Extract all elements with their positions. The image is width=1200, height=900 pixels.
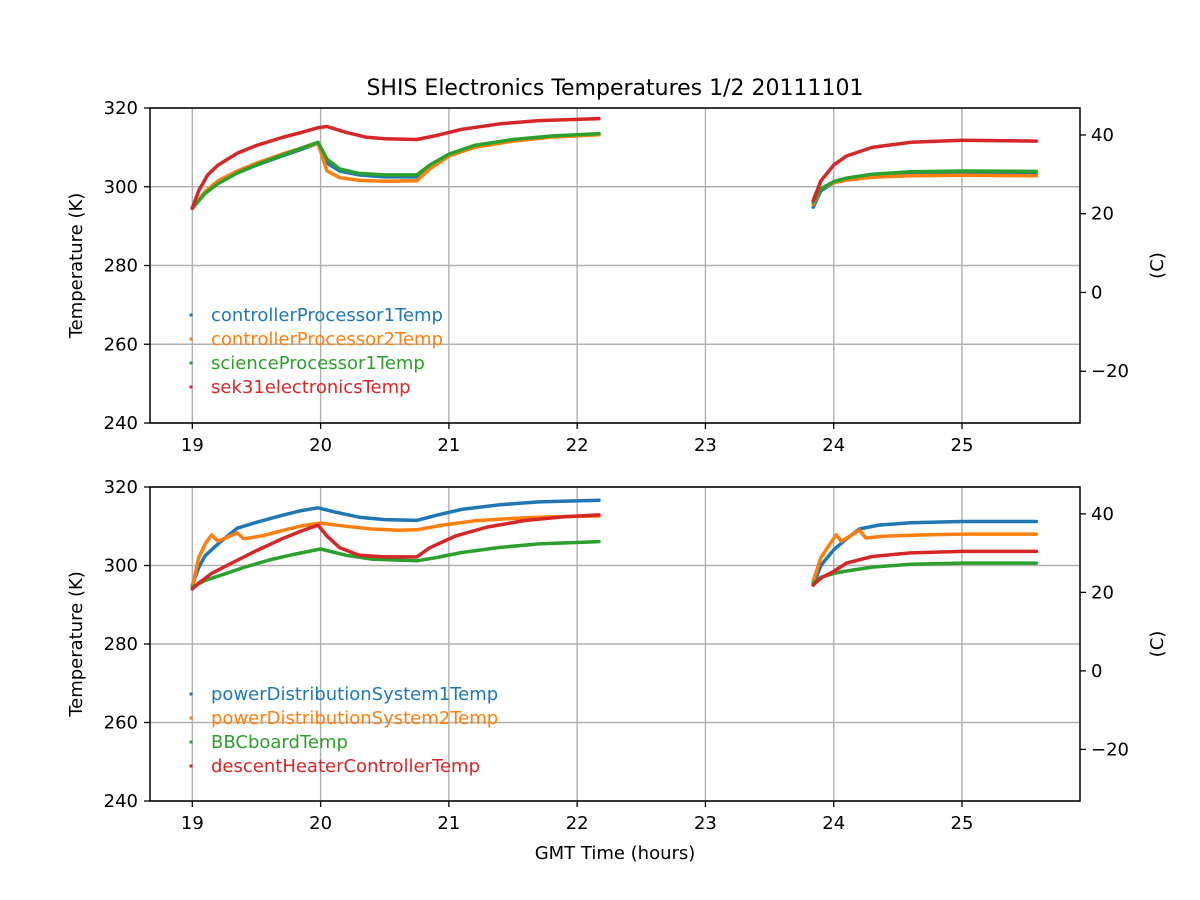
- bottom-panel: 19 20 21 22 23 24 25 240 260 280 300 320 −20 0 20 40 Tem…: [66, 477, 1168, 864]
- series-line-descentHeaterControllerTemp: [190, 513, 601, 591]
- y2-tick-label: 40: [1091, 504, 1114, 525]
- legend-marker: [189, 385, 193, 389]
- y-tick-label: 260: [104, 334, 138, 355]
- y2-tick-label: 20: [1091, 582, 1114, 603]
- y2-tick-label: 0: [1091, 661, 1102, 682]
- y-tick-label: 300: [104, 177, 138, 198]
- legend-label: descentHeaterControllerTemp: [211, 756, 480, 777]
- y2-tick-label: 0: [1091, 282, 1102, 303]
- x-tick-label: 24: [822, 813, 845, 834]
- chart-title: SHIS Electronics Temperatures 1/2 201111…: [366, 76, 863, 101]
- x-axis-label: GMT Time (hours): [535, 843, 696, 864]
- y2-tick-label: −20: [1091, 739, 1129, 760]
- y2-axis-label: (C): [1147, 252, 1168, 279]
- series-line-BBCboardTemp: [190, 539, 601, 589]
- x-tick-label: 25: [951, 813, 974, 834]
- legend-marker: [189, 716, 193, 720]
- x-tick-label: 20: [309, 813, 332, 834]
- legend-label: BBCboardTemp: [211, 732, 348, 753]
- x-tick-label: 20: [309, 435, 332, 456]
- x-tick-label: 23: [694, 435, 717, 456]
- y2-tick-label: 40: [1091, 125, 1114, 146]
- series-line-sek31electronicsTemp: [811, 138, 1039, 203]
- y-tick-label: 300: [104, 556, 138, 577]
- y2-tick-label: −20: [1091, 361, 1129, 382]
- y-tick-label: 240: [104, 413, 138, 434]
- legend-marker: [189, 313, 193, 317]
- legend-label: sek31electronicsTemp: [211, 377, 411, 398]
- series-line-powerDistributionSystem2Temp: [190, 514, 601, 589]
- legend-label: powerDistributionSystem1Temp: [211, 684, 498, 705]
- x-tick-label: 21: [437, 435, 460, 456]
- legend-label: powerDistributionSystem2Temp: [211, 708, 498, 729]
- y-axis-label: Temperature (K): [66, 571, 87, 718]
- y-tick-label: 320: [104, 477, 138, 498]
- x-tick-label: 21: [437, 813, 460, 834]
- legend-label: scienceProcessor1Temp: [211, 353, 425, 374]
- series-line-controllerProcessor2Temp: [190, 133, 601, 211]
- x-tick-label: 23: [694, 813, 717, 834]
- y-tick-label: 280: [104, 634, 138, 655]
- x-tick-label: 22: [566, 813, 589, 834]
- series-line-descentHeaterControllerTemp: [811, 549, 1039, 587]
- series-line-powerDistributionSystem2Temp: [811, 528, 1039, 583]
- y-tick-label: 320: [104, 98, 138, 119]
- series-line-sek31electronicsTemp: [190, 116, 601, 211]
- y-tick-label: 280: [104, 256, 138, 277]
- series-line-scienceProcessor1Temp: [190, 131, 601, 211]
- y2-tick-label: 20: [1091, 204, 1114, 225]
- legend-label: controllerProcessor1Temp: [211, 305, 443, 326]
- y2-axis-label: (C): [1147, 631, 1168, 658]
- legend-marker: [189, 361, 193, 365]
- series-line-scienceProcessor1Temp: [811, 169, 1039, 205]
- legend-marker: [189, 692, 193, 696]
- x-tick-label: 19: [181, 813, 204, 834]
- x-tick-label: 25: [951, 435, 974, 456]
- legend-marker: [189, 740, 193, 744]
- y-axis-label: Temperature (K): [66, 193, 87, 340]
- y-tick-label: 240: [104, 791, 138, 812]
- top-panel: 19 20 21 22 23 24 25 240 260 280 300 320 −20 0 20 40 Tem…: [66, 98, 1168, 456]
- x-tick-label: 24: [822, 435, 845, 456]
- legend-marker: [189, 337, 193, 341]
- x-tick-label: 22: [566, 435, 589, 456]
- series-line-powerDistributionSystem1Temp: [190, 498, 601, 587]
- legend-marker: [189, 764, 193, 768]
- y-tick-label: 260: [104, 713, 138, 734]
- x-tick-label: 19: [181, 435, 204, 456]
- legend-label: controllerProcessor2Temp: [211, 329, 443, 350]
